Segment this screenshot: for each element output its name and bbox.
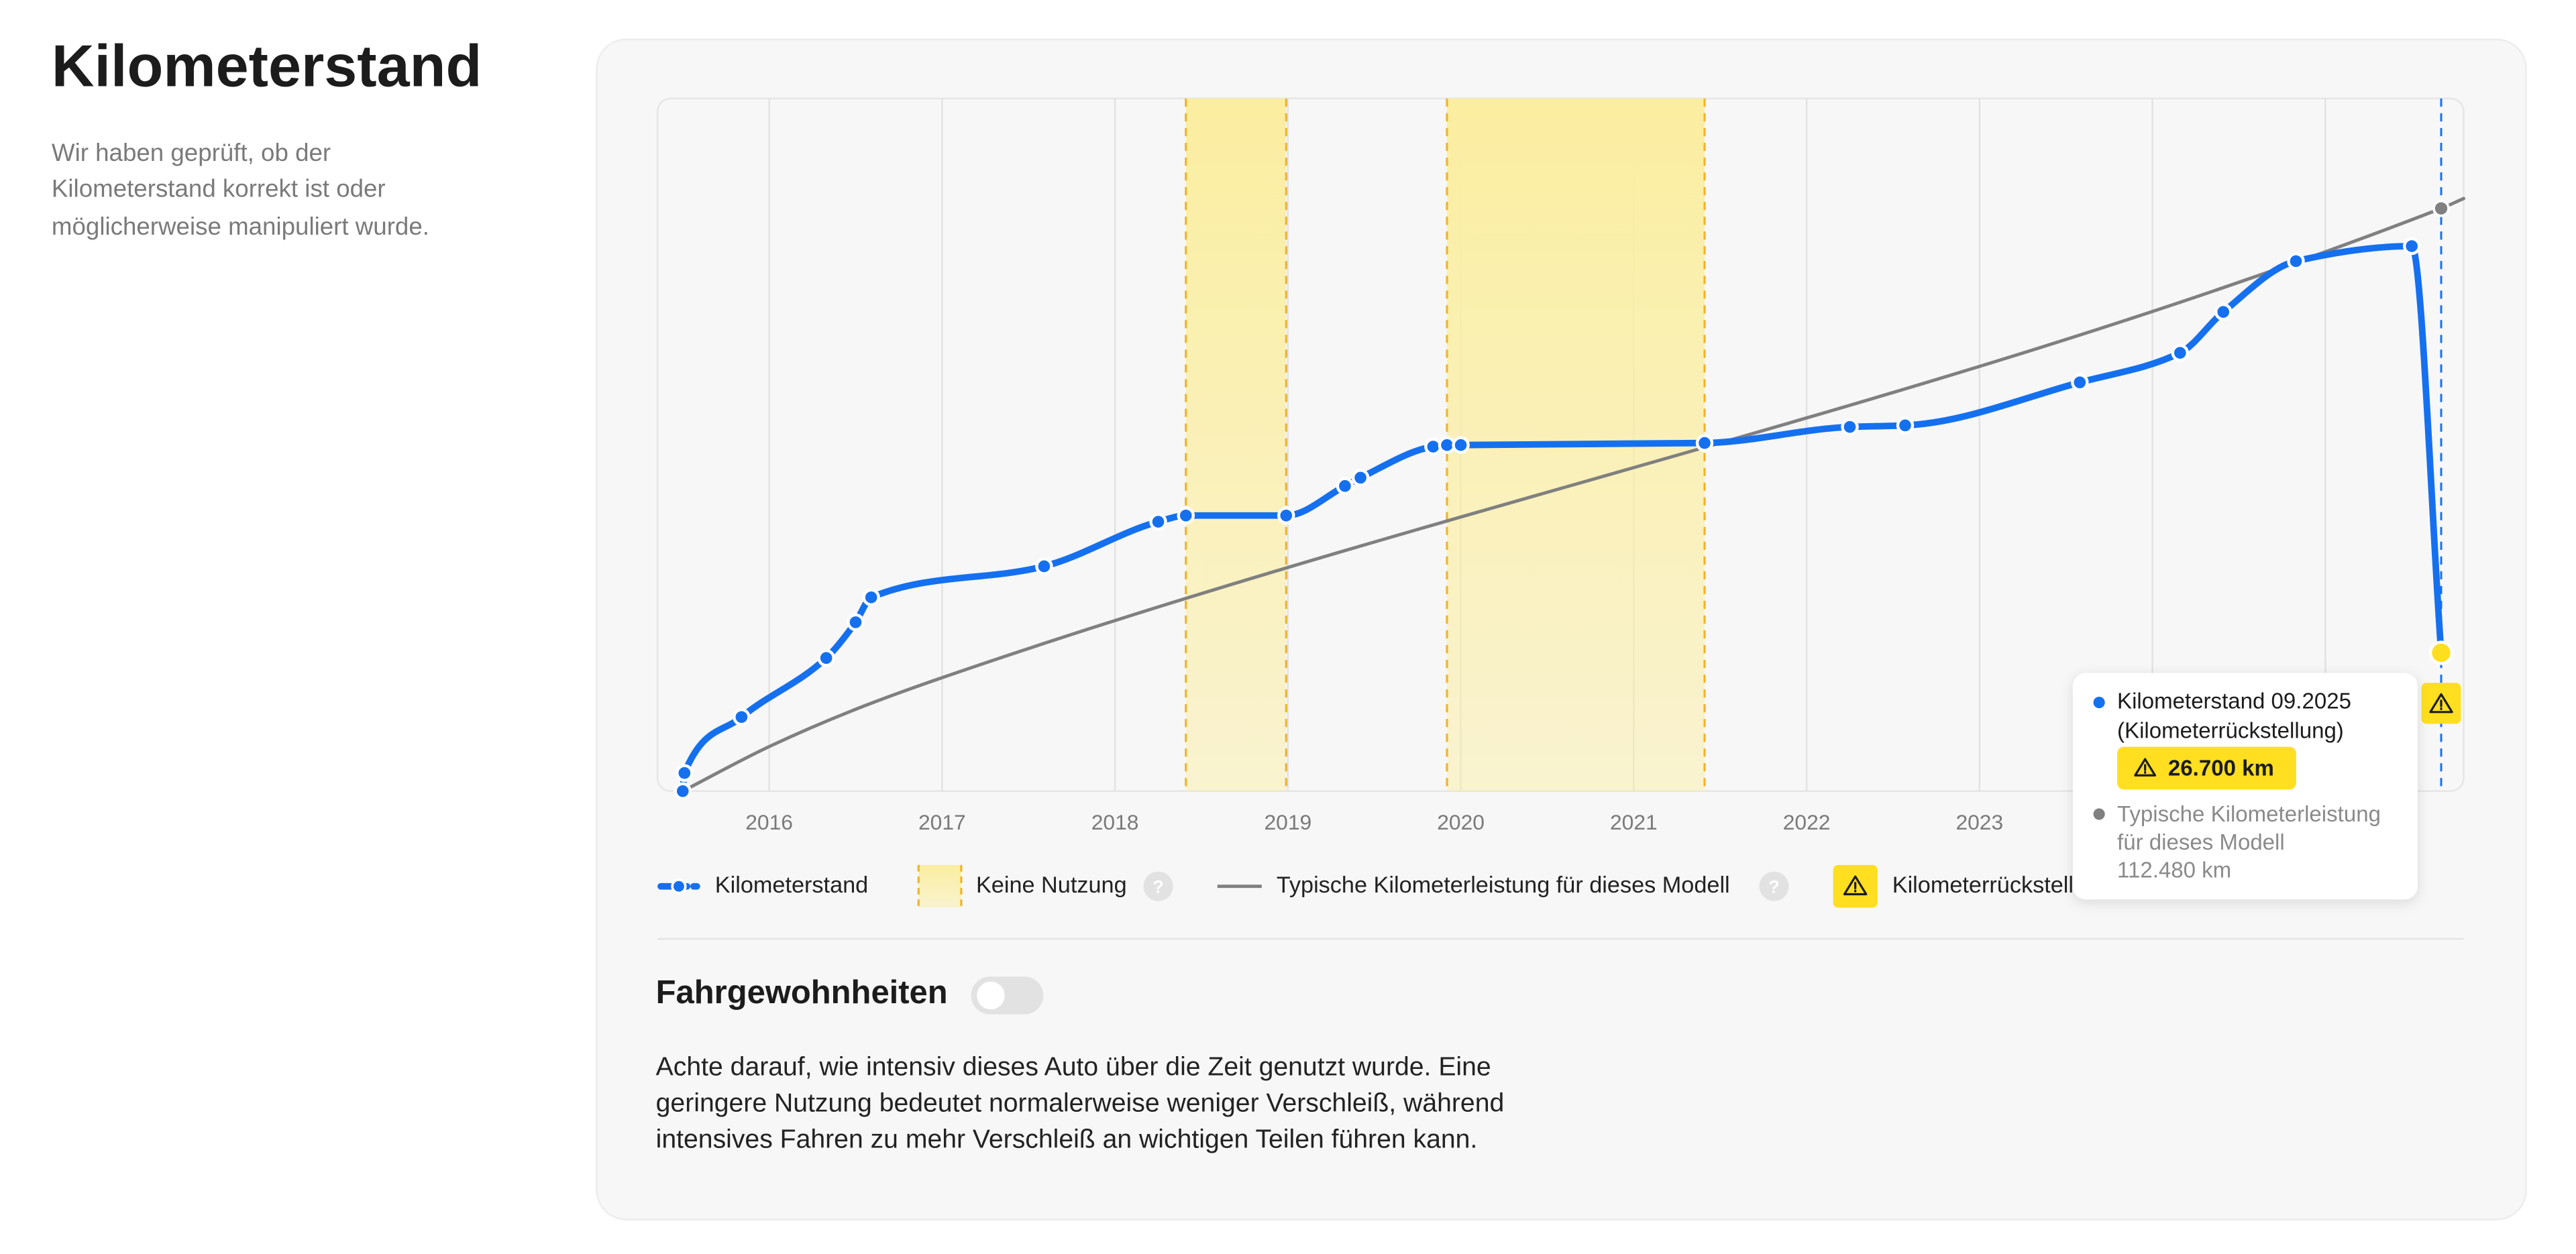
tooltip-typical-label: Typische Kilometerleistung — [2117, 802, 2381, 827]
mileage-point — [1695, 434, 1714, 452]
x-tick-label: 2019 — [1264, 810, 1311, 834]
mileage-point — [817, 649, 835, 667]
description-line: möglicherweise manipuliert wurde. — [52, 213, 429, 240]
x-tick-label: 2020 — [1437, 810, 1485, 834]
mileage-point — [1035, 557, 1053, 575]
x-tick-label: 2021 — [1610, 810, 1658, 834]
mileage-point — [2287, 252, 2305, 270]
mileage-point — [1351, 469, 1370, 487]
warning-icon — [2134, 758, 2157, 777]
help-icon[interactable] — [1143, 871, 1173, 901]
tooltip-value: 26.700 km — [2168, 756, 2274, 781]
paragraph-line: Achte darauf, wie intensiv dieses Auto ü… — [656, 1053, 1491, 1082]
legend-key — [918, 864, 961, 908]
tooltip-dot — [2093, 697, 2105, 709]
tooltip-dot — [2093, 808, 2105, 820]
mileage-point — [2402, 237, 2421, 255]
plot: 2016201720182019202020212022202320242025 — [674, 98, 2465, 834]
mileage-point — [1149, 512, 1167, 531]
paragraph-line: intensives Fahren zu mehr Verschleiß an … — [656, 1125, 1478, 1153]
legend-label: Kilometerstand — [715, 872, 868, 898]
mileage-point — [2214, 302, 2233, 321]
mileage-point — [2171, 343, 2190, 362]
help-icon-text[interactable]: ? — [1768, 876, 1779, 897]
x-tick-label: 2016 — [745, 810, 793, 834]
legend-key-dot — [671, 878, 687, 895]
toggle-knob[interactable] — [977, 981, 1005, 1010]
tooltip-subtitle: (Kilometerrückstellung) — [2117, 718, 2344, 743]
paragraph-line: geringere Nutzung bedeutet normalerweise… — [656, 1089, 1505, 1118]
mileage-point — [674, 782, 692, 800]
description-line: Wir haben geprüft, ob der — [52, 139, 331, 166]
help-icon[interactable] — [1759, 871, 1789, 901]
warning-icon — [1843, 875, 1868, 896]
mileage-point — [1277, 506, 1295, 524]
mileage-point — [1177, 506, 1195, 524]
warning-icon — [2429, 693, 2453, 714]
mileage-point — [1336, 477, 1354, 495]
tooltip-typical-label: für dieses Modell — [2117, 830, 2285, 855]
legend-label: Typische Kilometerleistung für dieses Mo… — [1277, 872, 1730, 898]
x-tick-label: 2023 — [1955, 810, 2003, 834]
page-title: Kilometerstand — [52, 33, 482, 99]
x-tick-label: 2022 — [1783, 810, 1831, 834]
mileage-point — [676, 764, 694, 782]
x-tick-label: 2018 — [1091, 810, 1139, 834]
mileage-point — [1452, 436, 1470, 454]
legend-label: Keine Nutzung — [976, 872, 1127, 898]
typical-line — [681, 196, 2465, 793]
mileage-point — [1841, 418, 1859, 436]
tooltip-title: Kilometerstand 09.2025 — [2117, 689, 2351, 714]
no-usage-band — [1185, 98, 1287, 791]
help-icon-text[interactable]: ? — [1152, 876, 1163, 897]
mileage-point — [1896, 416, 1915, 435]
tooltip-badge — [2117, 746, 2296, 790]
tooltip: Kilometerstand 09.2025 (Kilometerrückstel… — [2072, 673, 2418, 900]
mileage-point — [862, 588, 880, 607]
typical-point — [2432, 199, 2450, 217]
section-title: Fahrgewohnheiten — [656, 974, 948, 1011]
mileage-point — [847, 613, 865, 632]
mileage-point — [733, 708, 751, 726]
tooltip-typical-value: 112.480 km — [2117, 858, 2231, 882]
mileage-point — [2071, 374, 2089, 392]
description-line: Kilometerstand korrekt ist oder — [52, 175, 386, 203]
x-tick-label: 2017 — [918, 810, 966, 834]
anomaly-point — [2428, 640, 2454, 665]
